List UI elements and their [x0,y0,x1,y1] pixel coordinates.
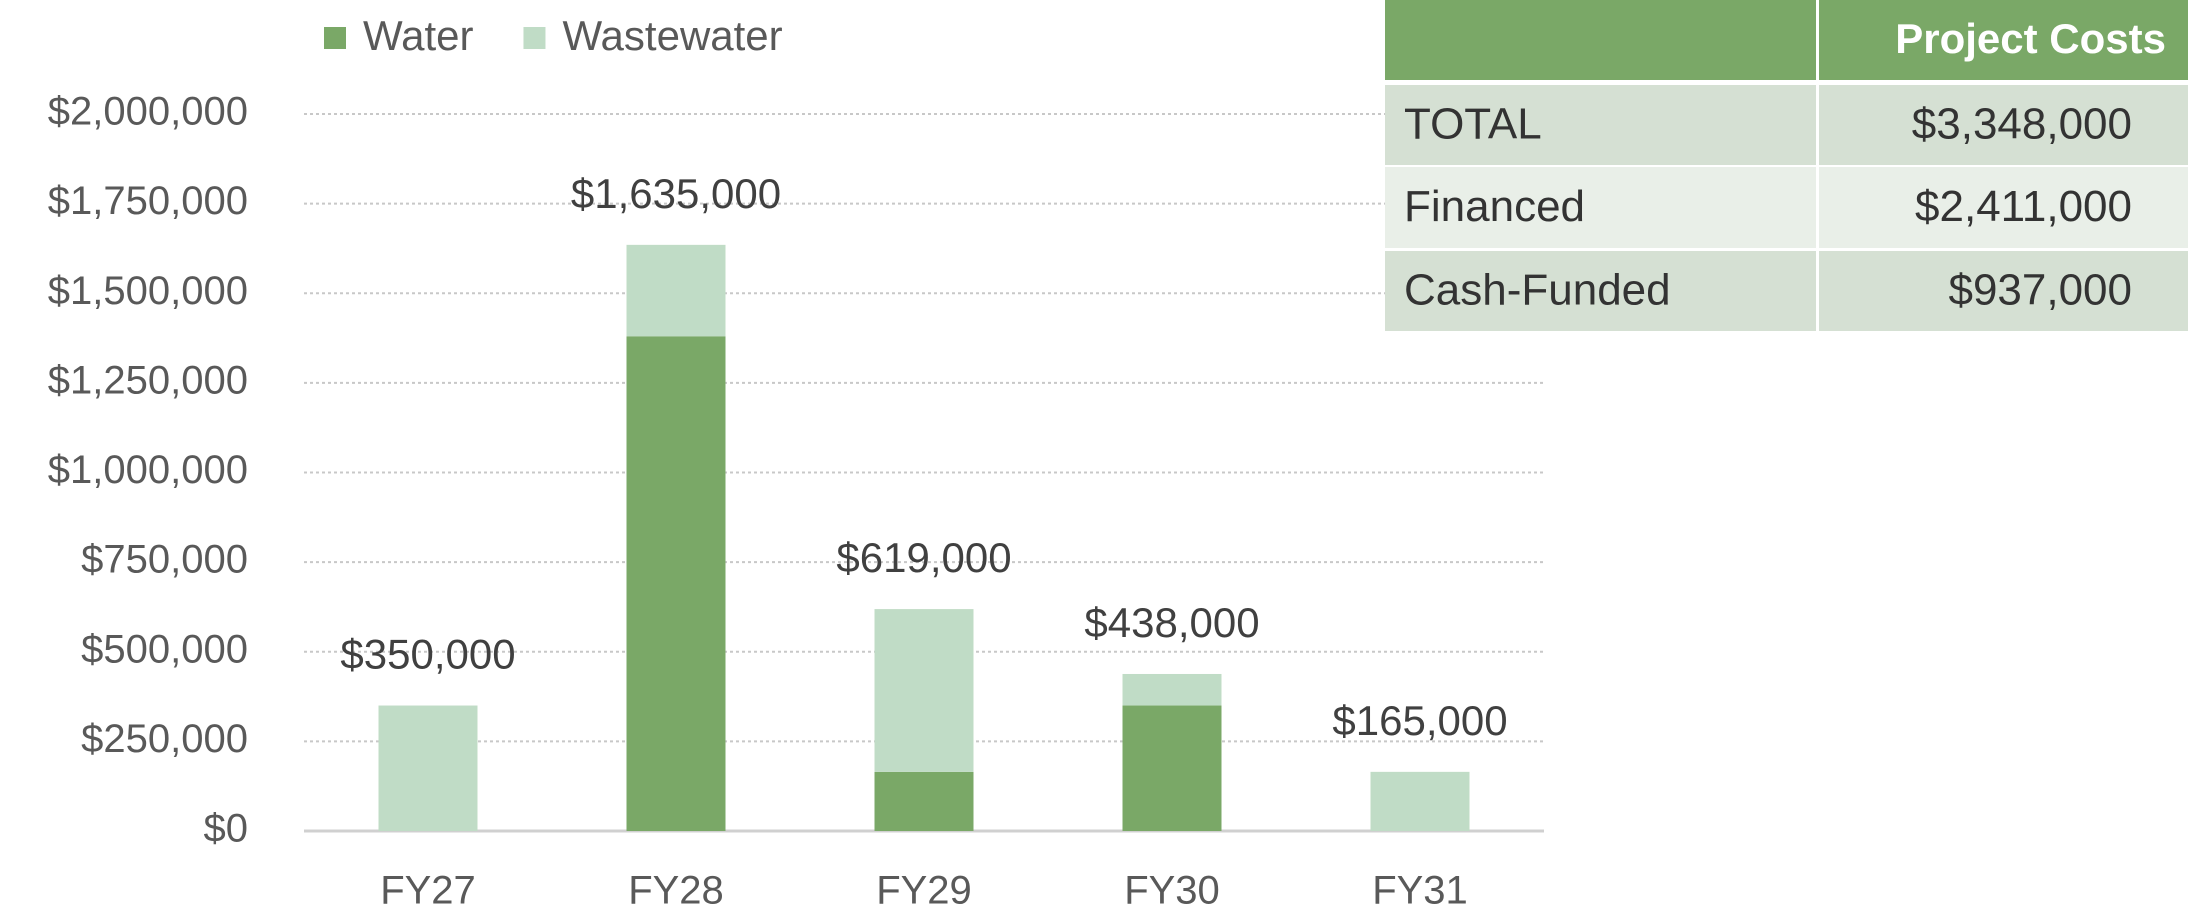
legend-label: Water [363,12,473,59]
bar-segment [874,771,974,831]
table-header: Project Costs [1895,15,2166,62]
table-label: Financed [1404,182,1585,231]
table-cell [1819,85,2188,165]
x-tick-label: FY30 [1124,869,1220,913]
table-cell [1385,167,1816,248]
legend-swatch [324,27,346,49]
y-tick-label: $1,500,000 [48,269,248,313]
bar-segment [1122,673,1222,706]
table-cell [1385,85,1816,165]
x-tick-label: FY29 [876,869,972,913]
total-label: $1,635,000 [571,170,781,217]
table-cell [1819,251,2188,331]
y-tick-label: $750,000 [81,538,248,582]
table-value: $2,411,000 [1915,182,2132,231]
y-tick-label: $1,000,000 [48,448,248,492]
x-tick-label: FY28 [628,869,724,913]
y-tick-label: $0 [204,807,249,851]
total-label: $165,000 [1332,697,1507,744]
total-label: $438,000 [1084,599,1259,646]
table-cell [1385,251,1816,331]
table-cell [1819,167,2188,248]
bar-segment [626,336,726,831]
y-tick-label: $1,250,000 [48,358,248,402]
table-value: $3,348,000 [1912,100,2132,149]
y-tick-label: $500,000 [81,627,248,671]
y-tick-label: $1,750,000 [48,179,248,223]
table-header-cell [1819,0,2188,80]
bar-segment [874,609,974,772]
bar-segment [1122,705,1222,831]
x-tick-label: FY27 [380,869,476,913]
total-label: $619,000 [836,534,1011,581]
legend-label: Wastewater [562,12,782,59]
table-header-cell [1385,0,1816,80]
bar-segment [1370,771,1470,831]
x-tick-label: FY31 [1372,869,1468,913]
y-tick-label: $250,000 [81,717,248,761]
total-label: $350,000 [340,631,515,678]
legend-swatch [523,27,546,49]
y-tick-label: $2,000,000 [48,90,248,134]
bar-segment [378,705,478,831]
table-value: $937,000 [1948,266,2132,315]
bar-segment [626,244,726,337]
table-label: TOTAL [1404,100,1542,149]
table-label: Cash-Funded [1404,266,1671,315]
